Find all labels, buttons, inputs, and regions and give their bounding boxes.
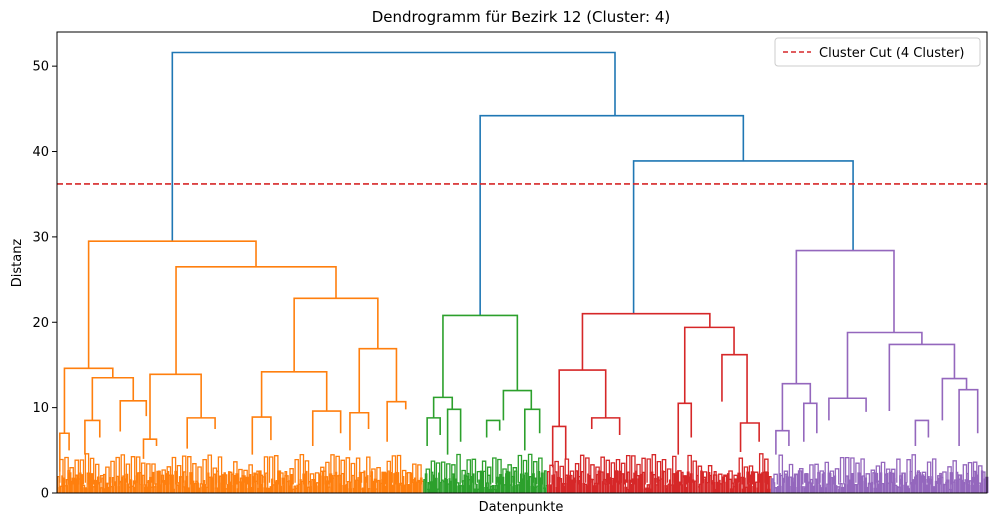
plot-frame <box>56 31 988 494</box>
chart-title: Dendrogramm für Bezirk 12 (Cluster: 4) <box>372 8 671 26</box>
y-tick-label: 0 <box>41 487 49 502</box>
dendrogram-link <box>914 419 930 447</box>
cluster-leaves-green <box>423 453 549 493</box>
cluster-leaves-red <box>546 453 772 493</box>
dendrogram-link <box>386 400 407 442</box>
dendrogram-link <box>558 369 607 427</box>
dendrogram-link <box>502 389 533 421</box>
dendrogram-link <box>781 382 812 431</box>
x-axis-label: Datenpunkte <box>479 500 564 515</box>
dendrogram-link <box>186 417 216 449</box>
legend-box <box>774 37 981 67</box>
dendrogram-link <box>802 402 818 442</box>
dendrogram-link <box>941 377 968 421</box>
dendrogram-link <box>523 408 541 451</box>
dendrogram-link <box>739 422 760 453</box>
dendrogram-link <box>479 114 745 316</box>
dendrogram-link <box>91 376 135 421</box>
dendrogram-link <box>260 370 328 418</box>
dendrogram-link <box>426 417 441 447</box>
dendrogram-link <box>442 314 519 398</box>
y-axis: 0 10 20 30 40 50 <box>32 60 57 502</box>
dendrogram-link <box>677 402 693 455</box>
y-tick-label: 20 <box>32 316 49 331</box>
dendrogram-link <box>446 408 462 455</box>
dendrogram-link <box>432 396 454 418</box>
dendrogram-link <box>311 410 342 447</box>
dendrogram-link <box>87 240 257 369</box>
dendrogram-link <box>149 373 202 440</box>
dendrogram-link <box>142 438 158 459</box>
dendrogram-link <box>358 347 398 413</box>
y-axis-label: Distanz <box>10 239 25 288</box>
y-tick-label: 30 <box>32 230 49 245</box>
dendrogram-link <box>721 353 748 423</box>
dendrogram-leaves <box>56 453 989 493</box>
dendrogram-link <box>632 160 854 314</box>
y-tick-label: 10 <box>32 401 49 416</box>
y-tick-label: 50 <box>32 60 49 75</box>
dendrogram-links <box>58 51 979 472</box>
dendrogram-link <box>958 388 979 447</box>
dendrogram-link <box>683 326 735 404</box>
legend-entry-cut: Cluster Cut (4 Cluster) <box>819 46 965 61</box>
dendrogram-link <box>175 265 337 375</box>
cluster-leaves-purple <box>771 454 989 493</box>
dendrogram-link <box>590 417 621 435</box>
dendrogram-link <box>551 425 567 468</box>
dendrogram-link <box>846 331 923 399</box>
dendrogram-link <box>293 297 379 372</box>
dendrogram-link <box>84 419 101 455</box>
dendrogram-link <box>58 432 70 472</box>
dendrogram-link <box>828 397 867 421</box>
dendrogram-link <box>581 312 711 371</box>
y-tick-label: 40 <box>32 145 49 160</box>
dendrogram-link <box>485 419 501 438</box>
dendrogram-link <box>775 429 790 455</box>
cluster-leaves-orange <box>56 453 425 493</box>
dendrogram-link <box>119 400 148 432</box>
dendrogram-link <box>888 343 956 412</box>
dendrogram-link <box>795 249 895 384</box>
dendrogram-link <box>349 411 370 451</box>
dendrogram-link <box>251 416 272 455</box>
dendrogram-link <box>171 51 616 242</box>
dendrogram-link <box>63 367 114 434</box>
legend: Cluster Cut (4 Cluster) <box>774 37 981 67</box>
